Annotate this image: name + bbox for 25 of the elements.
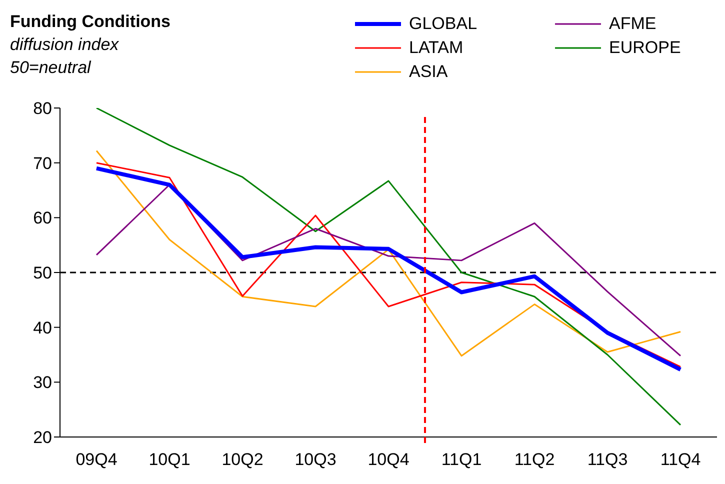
- line-series: [96, 108, 682, 426]
- y-tick-label: 20: [33, 428, 52, 448]
- x-tick-label: 11Q2: [514, 450, 555, 470]
- y-tick-label: 50: [33, 264, 52, 283]
- y-tick-label: 60: [33, 208, 52, 228]
- x-tick-label: 11Q3: [587, 450, 628, 470]
- x-tick-label: 11Q1: [441, 450, 482, 470]
- x-tick-label: 09Q4: [76, 450, 118, 470]
- chart-subtitle: diffusion index: [10, 34, 120, 56]
- legend-label: EUROPE: [609, 37, 681, 59]
- x-tick-label: 10Q4: [368, 450, 410, 470]
- y-tick-label: 80: [33, 99, 52, 118]
- x-tick-label: 10Q1: [148, 450, 190, 470]
- y-tick-label: 70: [33, 154, 52, 173]
- chart-title: Funding Conditions: [10, 11, 171, 33]
- text: 50=neutral: [10, 57, 92, 79]
- legend-label: AFME: [609, 13, 656, 35]
- legend-label: GLOBAL: [409, 13, 478, 35]
- x-tick-label: 10Q2: [222, 450, 264, 470]
- legend-label: ASIA: [409, 61, 448, 83]
- x-tick-label: 10Q3: [294, 450, 336, 470]
- y-tick-label: 40: [33, 318, 52, 338]
- x-tick-label: 11Q4: [660, 450, 701, 470]
- y-tick-label: 30: [33, 373, 52, 392]
- legend-label: LATAM: [409, 37, 464, 59]
